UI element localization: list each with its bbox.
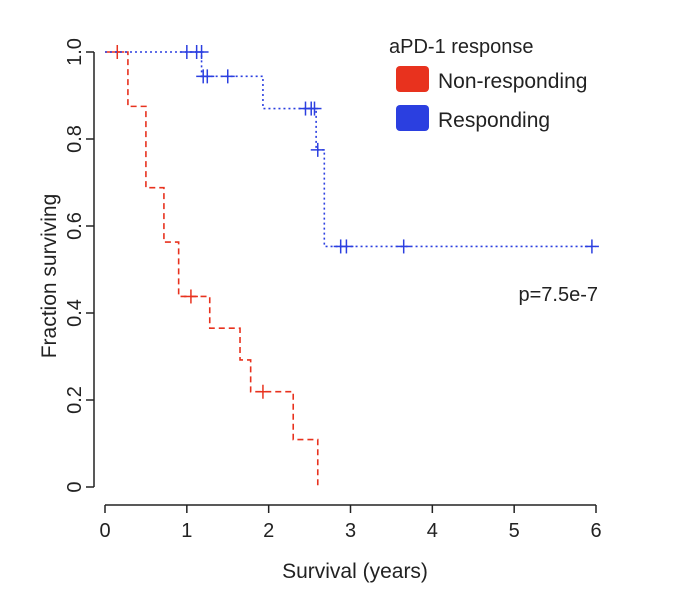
axes: 0 1 2 3 4 5 6 0 0.2 0.4 0.6 0.8 1.0 xyxy=(64,38,602,542)
series-responding xyxy=(105,45,599,254)
series-line-responding xyxy=(105,51,596,248)
x-axis-label: Survival (years) xyxy=(282,560,428,583)
x-ticks: 0 1 2 3 4 5 6 xyxy=(99,505,602,542)
legend-label-responding: Responding xyxy=(438,109,550,132)
series-non-responding xyxy=(105,45,319,487)
legend: aPD-1 response Non-responding Responding xyxy=(389,36,587,132)
legend-swatch-responding xyxy=(396,105,429,131)
y-tick-label: 1.0 xyxy=(64,38,86,66)
y-axis-label: Fraction surviving xyxy=(38,194,61,359)
p-value-annotation: p=7.5e-7 xyxy=(518,284,598,306)
y-tick-label: 0 xyxy=(64,481,86,492)
legend-title: aPD-1 response xyxy=(389,36,534,58)
legend-label-non-responding: Non-responding xyxy=(438,70,587,93)
y-tick-label: 0.4 xyxy=(64,299,86,327)
x-tick-label: 4 xyxy=(427,520,438,542)
x-tick-label: 3 xyxy=(345,520,356,542)
x-tick-label: 6 xyxy=(590,520,601,542)
y-ticks: 0 0.2 0.4 0.6 0.8 1.0 xyxy=(64,38,94,493)
x-tick-label: 5 xyxy=(509,520,520,542)
series-layer xyxy=(105,45,599,487)
x-tick-label: 0 xyxy=(99,520,110,542)
x-tick-label: 1 xyxy=(181,520,192,542)
y-tick-label: 0.8 xyxy=(64,125,86,153)
legend-swatch-non-responding xyxy=(396,66,429,92)
series-line-non-responding xyxy=(105,51,319,487)
y-tick-label: 0.2 xyxy=(64,386,86,414)
x-tick-label: 2 xyxy=(263,520,274,542)
y-tick-label: 0.6 xyxy=(64,212,86,240)
